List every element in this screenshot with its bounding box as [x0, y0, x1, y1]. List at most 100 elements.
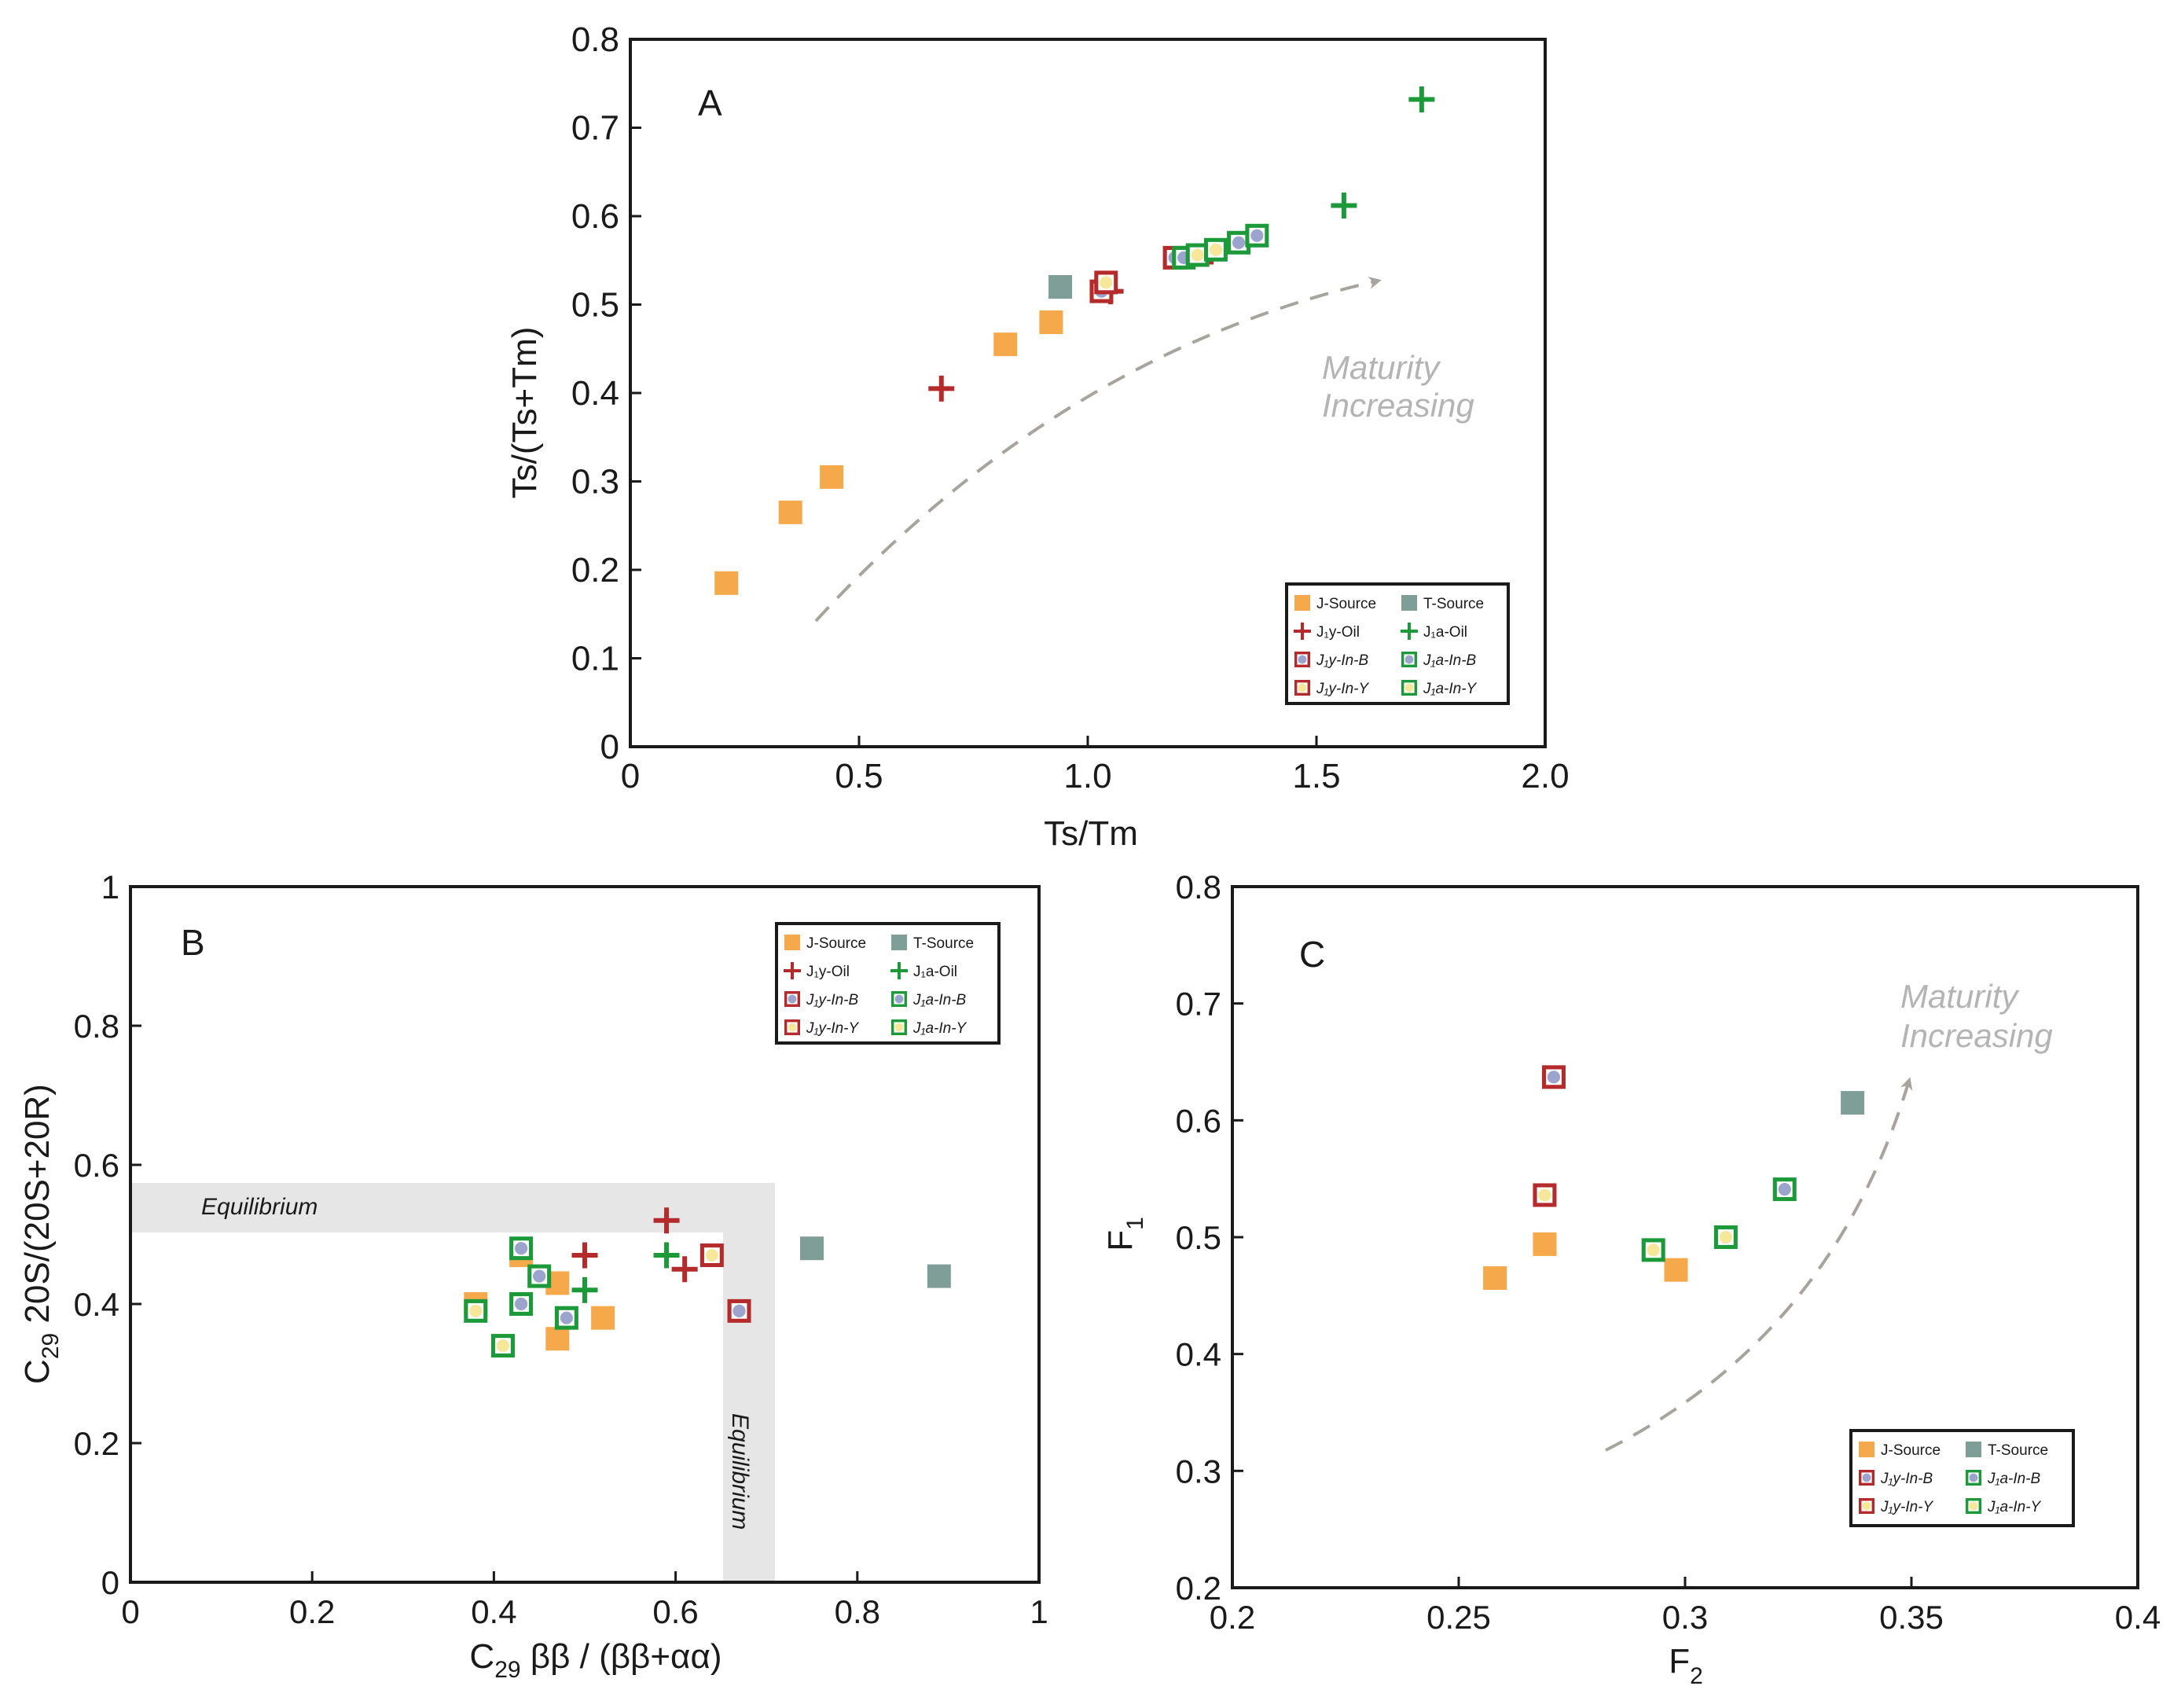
point-j1y-oil: [653, 1207, 680, 1234]
point-j1y-in-y: [1533, 1183, 1557, 1207]
legend-item-j1y-in-b: J₁y-In-B: [784, 990, 858, 1008]
legend-marker-j-source: [784, 935, 800, 950]
panel-c-maturity-arrow: [1605, 1077, 1913, 1452]
panel-c-maturity-text-2: Increasing: [1900, 1017, 2053, 1054]
legend-label: J₁y-Oil: [806, 964, 850, 980]
legend-marker-j-source: [1294, 595, 1310, 611]
legend-label: J-Source: [806, 935, 866, 952]
x-tick-label: 0.6: [652, 1593, 698, 1630]
point-j-source: [1039, 310, 1063, 334]
x-tick-label: 0: [621, 757, 640, 795]
x-tick-label: 1.0: [1063, 757, 1111, 795]
x-tick-label: 0: [121, 1593, 139, 1630]
panel-c-y-axis-label: F1: [1101, 1217, 1148, 1251]
legend-item-j1a-in-y: J₁a-In-Y: [1965, 1497, 2042, 1515]
y-tick-label: 0: [101, 1564, 119, 1601]
legend-item-j-source: J-Source: [1294, 595, 1376, 612]
x-tick-label: 0.2: [1210, 1599, 1255, 1636]
y-tick-label: 0.5: [1176, 1219, 1221, 1256]
legend-item-j1a-oil: J₁a-Oil: [1401, 623, 1467, 641]
panel-c-x-axis-label: F2: [1669, 1642, 1703, 1689]
x-tick-label: 1: [1030, 1593, 1048, 1630]
point-j1a-in-b: [527, 1264, 552, 1288]
legend-item-j1a-in-b: J₁a-In-B: [890, 990, 967, 1008]
legend-item-j1a-oil: J₁a-Oil: [890, 962, 957, 980]
panel-c-legend-box: [1849, 1429, 2075, 1527]
y-tick-label: 0.4: [1176, 1336, 1221, 1373]
panel-b-frame: [129, 885, 1041, 1584]
y-tick-label: 0.6: [74, 1147, 119, 1184]
panel-a-points: [714, 86, 1435, 595]
legend-label: T-Source: [1988, 1442, 2048, 1459]
panel-b-legend-items: J-Source T-Source J₁y-Oil J₁a-Oil J₁y-In-B J₁…: [784, 935, 974, 1037]
point-j1a-oil: [571, 1276, 598, 1303]
panel-c-legend: J-Source T-Source J₁y-In-B J₁a-In-B J₁y-In-Y…: [1849, 1429, 2075, 1527]
y-tick-label: 0.3: [1176, 1453, 1221, 1489]
point-j1a-oil: [1408, 86, 1435, 112]
point-j1y-in-b: [1541, 1065, 1566, 1089]
legend-item-j1a-in-y: J₁a-In-Y: [1401, 679, 1478, 697]
point-j-source: [993, 332, 1018, 357]
legend-label: J₁a-In-Y: [1987, 1499, 2042, 1515]
y-tick-label: 0.4: [74, 1286, 119, 1323]
panel-b-equilibrium-label-vertical: Equilibrium: [727, 1413, 753, 1530]
x-tick-label: 0.2: [289, 1593, 335, 1630]
x-tick-label: 1.5: [1292, 757, 1340, 795]
point-t-source: [1048, 275, 1073, 299]
panel-b-x-axis-label: C29 ββ / (ββ+αα): [469, 1637, 721, 1683]
legend-item-t-source: T-Source: [1966, 1442, 2048, 1459]
panel-a-maturity-text-1: Maturity: [1322, 349, 1441, 386]
legend-label: J₁a-In-Y: [912, 1020, 968, 1037]
panel-b: Equilibrium Equilibrium 0 0.2 0.4 0.6 0.8 100…: [18, 869, 1048, 1683]
panel-c-letter: C: [1299, 934, 1325, 975]
legend-marker-j1y-in-b: [784, 990, 801, 1007]
legend-item-j1y-oil: J₁y-Oil: [1294, 623, 1360, 641]
point-j1a-in-b: [554, 1306, 578, 1330]
point-j-source: [1483, 1266, 1507, 1291]
panel-c-points: [1483, 1065, 1865, 1291]
panel-b-legend: J-Source T-Source J₁y-Oil J₁a-Oil J₁y-In-B J₁…: [775, 922, 1001, 1045]
legend-marker-j1a-in-b: [1401, 651, 1417, 667]
panel-a-legend: J-Source T-Source J₁y-Oil J₁a-Oil J₁y-In-B J₁…: [1285, 582, 1510, 705]
legend-marker-j1a-in-b: [890, 990, 907, 1007]
point-j1a-oil: [653, 1242, 680, 1269]
legend-marker-j1a-oil: [890, 962, 908, 979]
legend-item-j1y-in-y: J₁y-In-Y: [1858, 1497, 1933, 1515]
panel-a-ticks: 0 0.5 1.0 1.5 2.0 0 0.1 0.2 0.3 0.4 0.5 0.6 0.7 0.8: [571, 20, 1570, 795]
panel-a-x-axis-label: Ts/Tm: [1044, 814, 1138, 853]
panel-a-maturity-text-2: Increasing: [1322, 387, 1474, 424]
point-j1a-in-y: [1713, 1225, 1738, 1250]
legend-label: J₁a-In-Y: [1423, 681, 1478, 697]
legend-marker-j1y-in-b: [1294, 651, 1311, 667]
point-j1a-in-y: [464, 1298, 488, 1323]
legend-label: J₁y-In-B: [1880, 1471, 1933, 1487]
legend-label: J-Source: [1881, 1442, 1941, 1459]
point-j1y-oil: [928, 375, 955, 402]
legend-marker-t-source: [1966, 1442, 1981, 1457]
point-j-source: [778, 500, 802, 524]
legend-marker-j1y-in-y: [784, 1019, 801, 1035]
point-j1y-in-y: [1094, 270, 1118, 295]
legend-item-j1a-in-y: J₁a-In-Y: [890, 1019, 968, 1037]
legend-label: J₁y-In-Y: [1316, 681, 1369, 697]
panel-a-y-axis-label: Ts/(Ts+Tm): [505, 327, 544, 499]
legend-item-j1y-in-b: J₁y-In-B: [1858, 1470, 1933, 1487]
panel-c: 0.2 0.25 0.3 0.35 0.4 0.2 0.3 0.4 0.5 0.6 0.7 0.8 C…: [1101, 869, 2161, 1689]
y-tick-label: 0.5: [571, 286, 619, 325]
panel-c-maturity-text-1: Maturity: [1900, 978, 2020, 1015]
legend-item-j1a-in-b: J₁a-In-B: [1965, 1470, 2041, 1487]
panel-a-letter: A: [698, 83, 722, 123]
legend-marker-j1a-in-y: [1965, 1497, 1981, 1514]
y-tick-label: 0.3: [571, 463, 619, 501]
y-tick-label: 0.8: [1176, 869, 1221, 905]
legend-marker-j1a-in-y: [890, 1019, 907, 1035]
legend-marker-j1y-in-y: [1294, 679, 1311, 696]
legend-item-t-source: T-Source: [891, 935, 974, 952]
legend-item-t-source: T-Source: [1401, 595, 1484, 612]
panel-b-points: [464, 1207, 951, 1358]
y-tick-label: 0.2: [1176, 1570, 1221, 1607]
x-tick-label: 0.25: [1426, 1599, 1491, 1636]
panel-a-maturity-arrow: [814, 276, 1382, 623]
point-j1a-in-b: [509, 1292, 534, 1317]
point-t-source: [800, 1236, 824, 1261]
